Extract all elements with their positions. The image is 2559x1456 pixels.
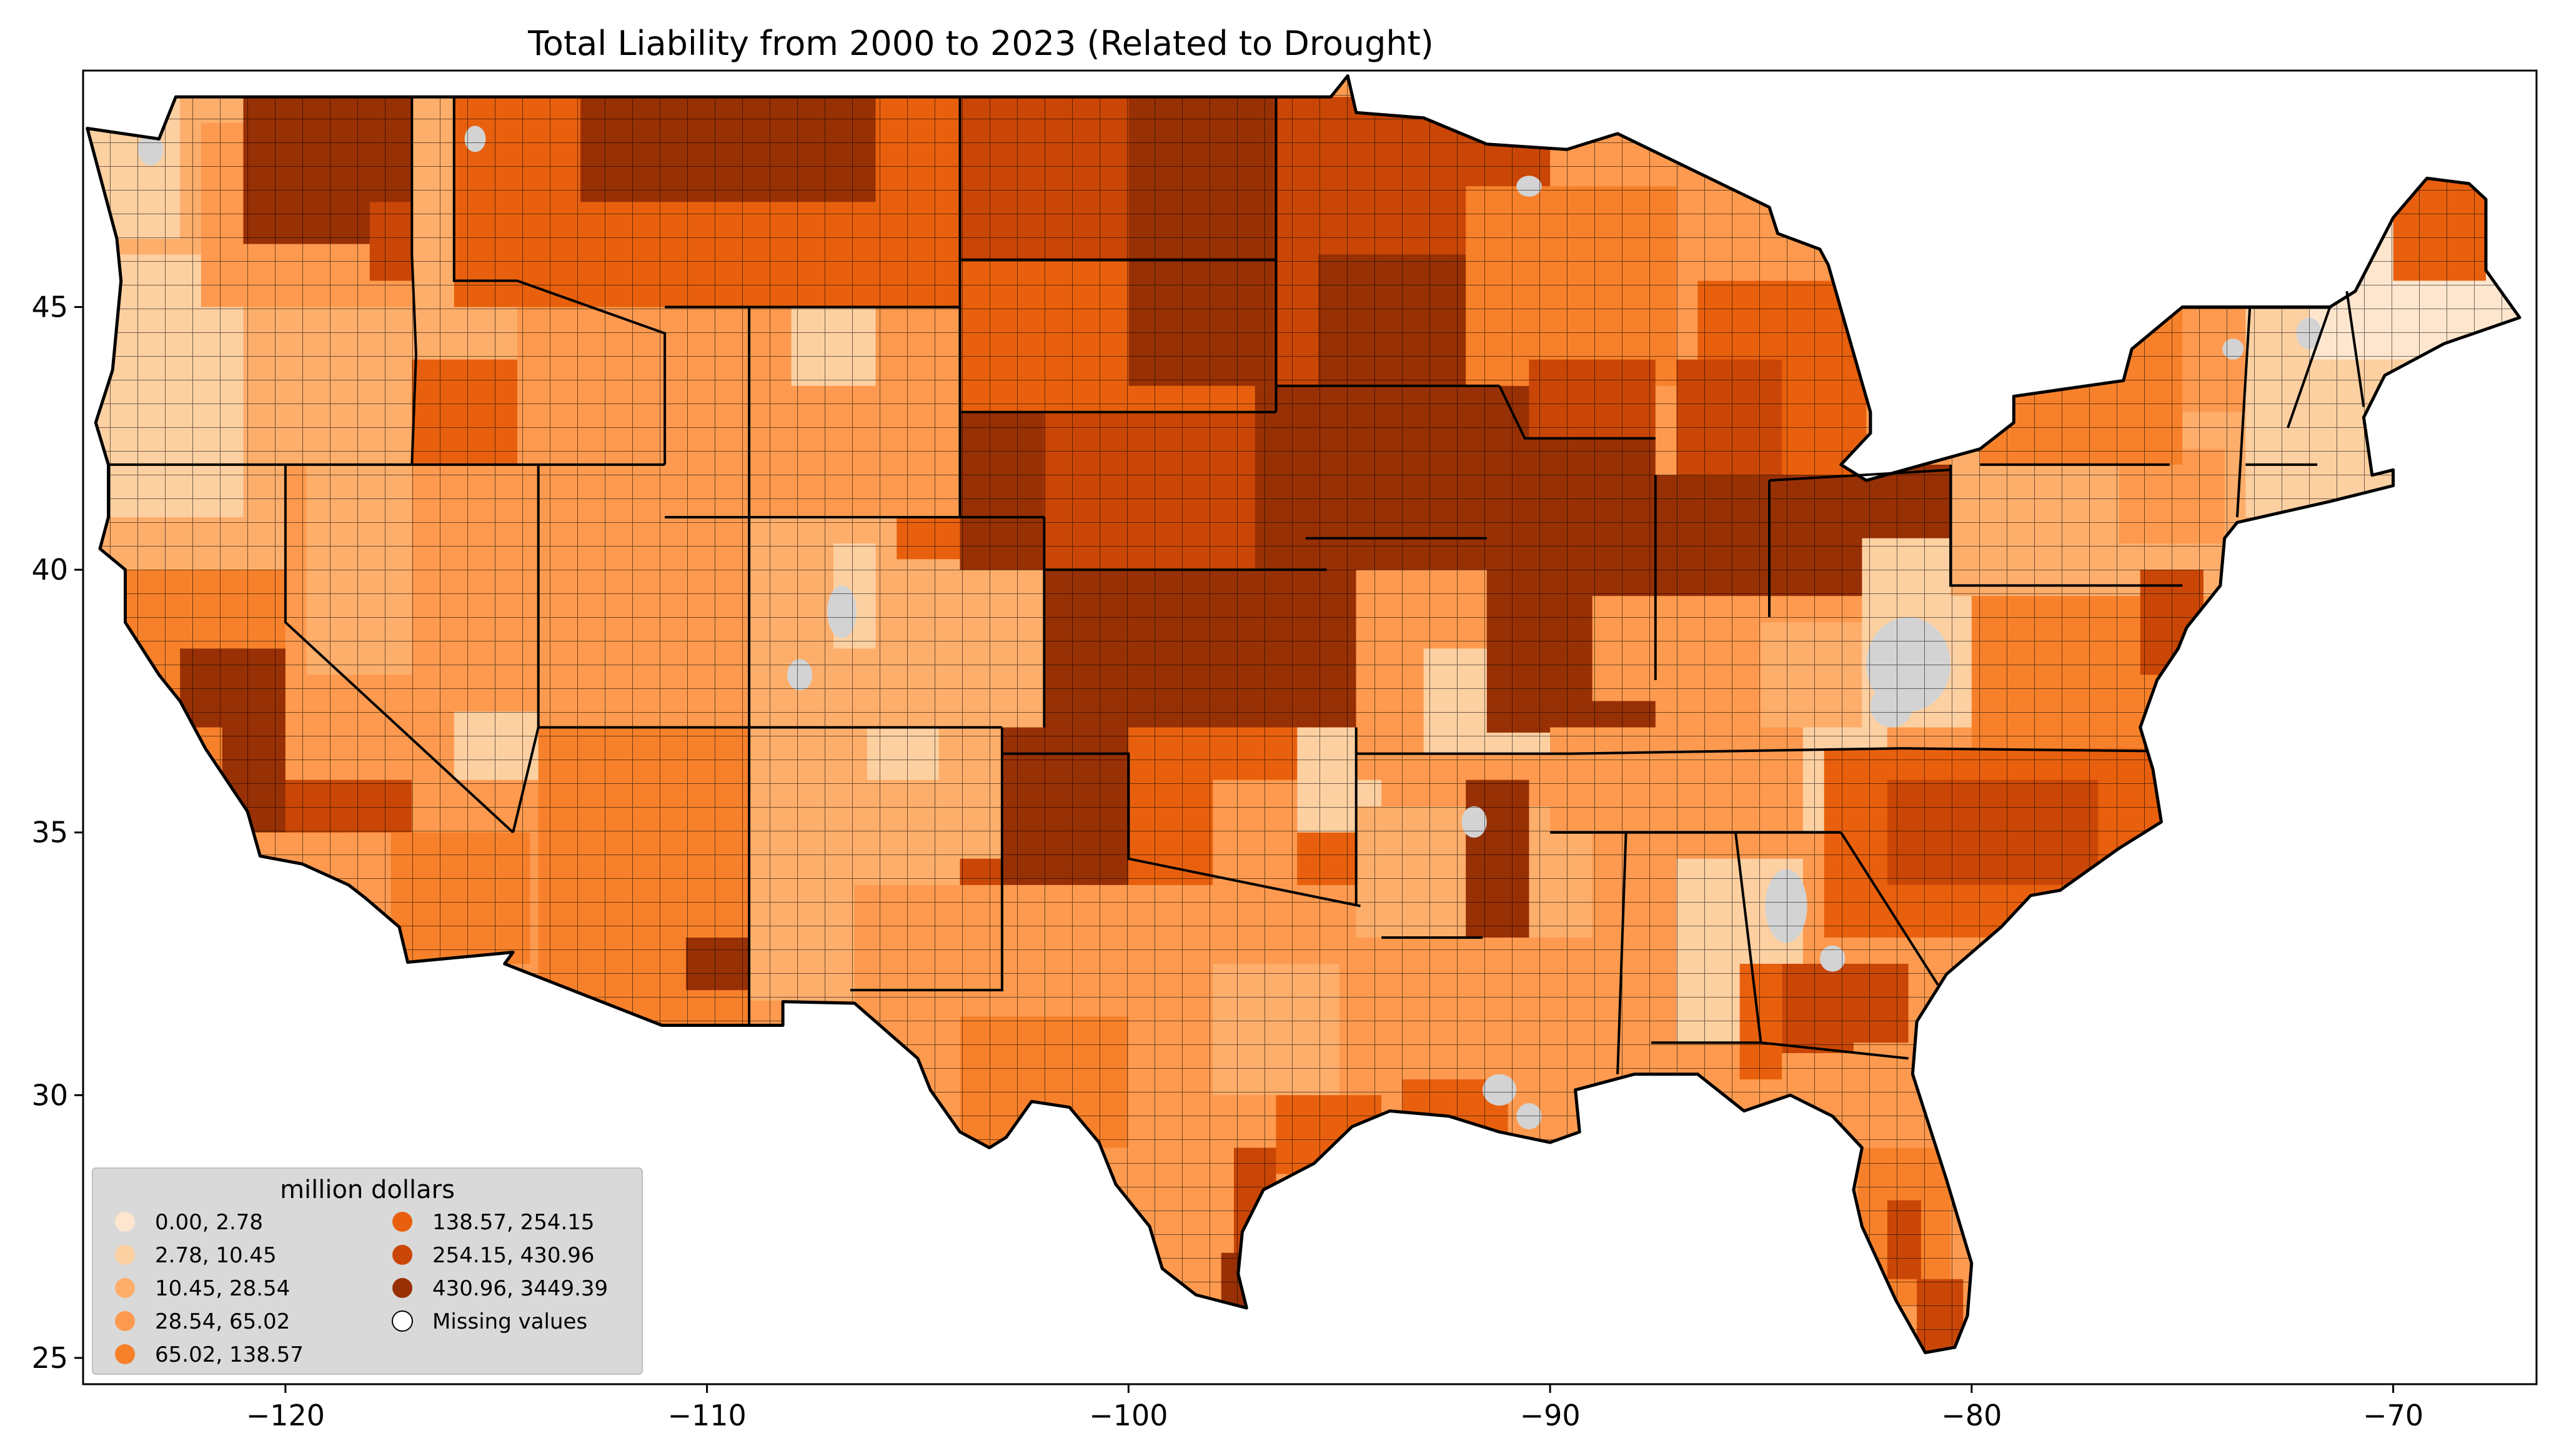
- y-tick-label: 40: [31, 553, 68, 587]
- legend-swatch: [392, 1212, 412, 1232]
- state-boundary: [1001, 752, 1361, 908]
- x-tick-label: −90: [1520, 1399, 1581, 1432]
- state-boundary: [1949, 464, 2183, 587]
- x-tick-label: −80: [1941, 1399, 2002, 1432]
- legend-label: 0.00, 2.78: [155, 1210, 263, 1235]
- state-boundary: [410, 97, 418, 465]
- legend-title: million dollars: [280, 1176, 455, 1204]
- country-outline: [86, 74, 2522, 1354]
- state-boundary: [1571, 747, 2149, 755]
- y-tick-label: 25: [31, 1341, 68, 1375]
- legend-swatch: [115, 1344, 135, 1364]
- legend-label: 138.57, 254.15: [432, 1210, 595, 1235]
- x-tick-label: −100: [1089, 1399, 1168, 1432]
- state-boundary: [850, 727, 1003, 992]
- state-boundary: [452, 97, 667, 465]
- legend-box: [92, 1167, 643, 1375]
- legend-swatch: [115, 1311, 135, 1331]
- legend-swatch: [392, 1278, 412, 1298]
- legend-label: 28.54, 65.02: [155, 1309, 290, 1334]
- legend-swatch: [115, 1278, 135, 1298]
- y-tick-label: 30: [31, 1078, 68, 1112]
- x-tick-label: −70: [2363, 1399, 2423, 1432]
- axis-layer: −120 −110 −100 −90 −80 −70 25 30 35 40 45: [31, 290, 2423, 1432]
- state-boundary: [1840, 831, 1939, 986]
- legend-swatch: [392, 1310, 413, 1332]
- y-tick-label: 45: [31, 290, 68, 324]
- chart-title: Total Liability from 2000 to 2023 (Relat…: [527, 24, 1434, 63]
- state-boundary: [284, 464, 514, 834]
- state-boundary: [2235, 307, 2252, 518]
- legend: million dollars 0.00, 2.78 2.78, 10.45 1…: [92, 1167, 643, 1375]
- legend-label: 65.02, 138.57: [155, 1342, 304, 1367]
- state-boundary: [2287, 306, 2332, 428]
- legend-label: Missing values: [432, 1309, 587, 1334]
- state-boundary: [1769, 468, 1951, 482]
- legend-swatch: [392, 1245, 412, 1265]
- legend-swatch: [115, 1245, 135, 1265]
- legend-label: 430.96, 3449.39: [432, 1276, 608, 1301]
- state-boundary: [1498, 385, 1656, 440]
- x-tick-label: −120: [246, 1399, 325, 1432]
- legend-label: 2.78, 10.45: [155, 1243, 277, 1268]
- state-boundary: [1761, 1041, 1909, 1060]
- state-boundary: [1616, 832, 1627, 1074]
- x-tick-label: −110: [667, 1399, 746, 1432]
- state-boundary: [2345, 291, 2365, 407]
- legend-swatch: [115, 1212, 135, 1232]
- legend-label: 10.45, 28.54: [155, 1276, 290, 1301]
- y-tick-label: 35: [31, 816, 68, 849]
- legend-label: 254.15, 430.96: [432, 1243, 595, 1268]
